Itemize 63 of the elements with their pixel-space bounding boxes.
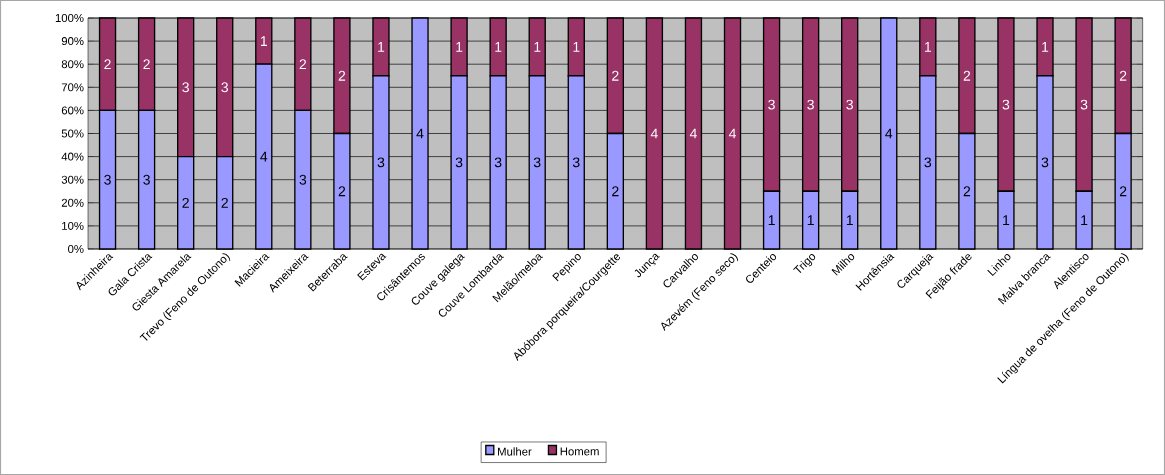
annotation: 3 bbox=[768, 99, 775, 110]
y-tick-label: 30% bbox=[61, 175, 84, 184]
annotation: 3 bbox=[377, 157, 385, 168]
annotation: 1 bbox=[1003, 215, 1010, 225]
annotation: 3 bbox=[455, 157, 463, 168]
annotation: 2 bbox=[104, 59, 111, 70]
annotation: 3 bbox=[1080, 99, 1088, 110]
annotation: 2 bbox=[338, 70, 346, 81]
annotation: 3 bbox=[143, 174, 150, 185]
y-tick-label: 40% bbox=[61, 152, 84, 161]
annotation: 2 bbox=[299, 59, 307, 70]
y-tick-label: 100% bbox=[55, 13, 84, 22]
annotation: 4 bbox=[260, 151, 268, 162]
y-tick-label: 10% bbox=[62, 221, 84, 230]
annotation: 1 bbox=[1081, 215, 1088, 225]
annotation: 2 bbox=[963, 186, 971, 197]
y-tick-label: 60% bbox=[61, 106, 84, 115]
annotation: 2 bbox=[338, 186, 346, 197]
annotation: 1 bbox=[378, 42, 385, 52]
annotation: 1 bbox=[846, 215, 853, 225]
annotation: 4 bbox=[728, 128, 736, 139]
y-tick-label: 0% bbox=[68, 244, 84, 253]
annotation: 1 bbox=[768, 215, 775, 225]
annotation: 3 bbox=[1041, 157, 1049, 168]
annotation: 2 bbox=[1119, 70, 1127, 81]
annotation: 2 bbox=[221, 197, 228, 208]
annotation: 2 bbox=[143, 59, 150, 70]
x-tick-label: Trigo bbox=[793, 254, 816, 273]
annotation: 3 bbox=[924, 157, 932, 168]
annotation: 2 bbox=[1119, 186, 1127, 197]
y-tick-label: 90% bbox=[61, 37, 84, 46]
annotation: 3 bbox=[572, 157, 580, 168]
annotation: 1 bbox=[573, 42, 580, 52]
annotation: 3 bbox=[1002, 99, 1010, 110]
annotation: 3 bbox=[494, 157, 502, 168]
annotation: 1 bbox=[1042, 42, 1049, 52]
annotation: 3 bbox=[221, 82, 229, 93]
annotation: 4 bbox=[650, 128, 658, 139]
annotation: 1 bbox=[260, 36, 267, 46]
annotation: 3 bbox=[846, 99, 853, 110]
annotation: 2 bbox=[612, 70, 619, 81]
annotation: 3 bbox=[807, 99, 814, 110]
annotation: 4 bbox=[416, 128, 424, 139]
annotation: 1 bbox=[534, 42, 541, 52]
annotation: 2 bbox=[182, 197, 189, 208]
annotation: 3 bbox=[533, 157, 541, 168]
legend-label: Homem bbox=[560, 447, 599, 456]
annotation: 1 bbox=[456, 42, 463, 52]
annotation: 2 bbox=[963, 70, 971, 81]
annotation: 3 bbox=[182, 82, 189, 93]
annotation: 1 bbox=[807, 215, 814, 225]
y-tick-label: 80% bbox=[61, 60, 84, 69]
annotation: 4 bbox=[885, 128, 893, 139]
annotation: 3 bbox=[299, 174, 307, 185]
y-tick-label: 70% bbox=[61, 83, 84, 92]
y-tick-label: 50% bbox=[61, 129, 84, 138]
annotation: 2 bbox=[612, 186, 619, 197]
legend-label: Mulher bbox=[498, 447, 532, 456]
annotation: 4 bbox=[689, 128, 697, 139]
annotation: 1 bbox=[925, 42, 932, 52]
y-tick-label: 20% bbox=[61, 198, 84, 207]
annotation: 3 bbox=[104, 174, 111, 185]
annotation: 1 bbox=[495, 42, 502, 52]
